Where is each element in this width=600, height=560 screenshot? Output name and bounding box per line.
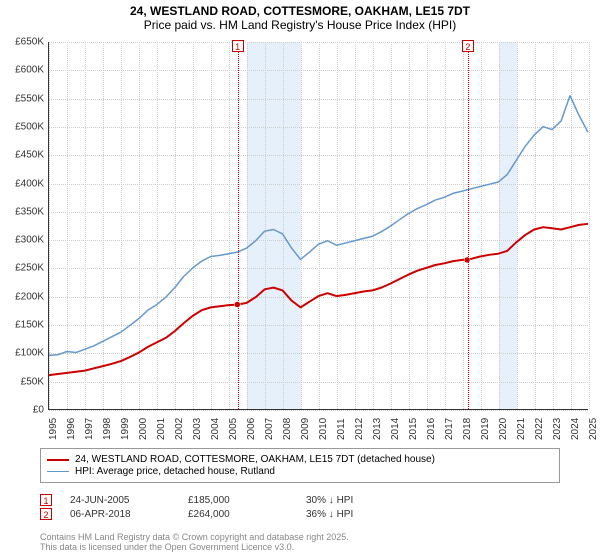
x-tick-label: 2010 xyxy=(318,418,329,440)
sale-row: 2 06-APR-2018 £264,000 36% ↓ HPI xyxy=(40,508,426,520)
y-axis: £0£50K£100K£150K£200K£250K£300K£350K£400… xyxy=(0,42,46,410)
x-tick-label: 2024 xyxy=(570,418,581,440)
sale-diff: 36% ↓ HPI xyxy=(306,509,426,520)
y-tick-label: £350K xyxy=(15,206,44,217)
x-tick-label: 2016 xyxy=(426,418,437,440)
x-axis: 1995 1996 1997 1998 1999 2000 2001 2002 2003 2004… xyxy=(48,412,588,444)
series-hpi xyxy=(49,96,588,356)
plot-area: 12 xyxy=(48,42,588,410)
y-tick-label: £50K xyxy=(21,376,44,387)
sale-date: 24-JUN-2005 xyxy=(70,495,170,506)
x-tick-label: 2003 xyxy=(192,418,203,440)
sale-diff: 30% ↓ HPI xyxy=(306,495,426,506)
x-tick-label: 2001 xyxy=(156,418,167,440)
sales-table: 1 24-JUN-2005 £185,000 30% ↓ HPI 2 06-APR-201… xyxy=(40,492,426,522)
x-tick-label: 2007 xyxy=(264,418,275,440)
y-tick-label: £500K xyxy=(15,121,44,132)
footer-line2: This data is licensed under the Open Gov… xyxy=(40,542,349,552)
y-tick-label: £450K xyxy=(15,150,44,161)
y-tick-label: £550K xyxy=(15,93,44,104)
x-tick-label: 2022 xyxy=(534,418,545,440)
gridline-h xyxy=(49,410,588,411)
x-tick-label: 1996 xyxy=(66,418,77,440)
x-tick-label: 2005 xyxy=(228,418,239,440)
event-line xyxy=(468,42,469,409)
x-tick-label: 2020 xyxy=(498,418,509,440)
legend-label: 24, WESTLAND ROAD, COTTESMORE, OAKHAM, L… xyxy=(75,454,435,465)
x-tick-label: 2000 xyxy=(138,418,149,440)
x-tick-label: 1997 xyxy=(84,418,95,440)
legend-label: HPI: Average price, detached house, Rutl… xyxy=(75,466,275,477)
y-tick-label: £200K xyxy=(15,291,44,302)
y-tick-label: £650K xyxy=(15,37,44,48)
footer-line1: Contains HM Land Registry data © Crown c… xyxy=(40,532,349,542)
x-tick-label: 2019 xyxy=(480,418,491,440)
y-tick-label: £0 xyxy=(33,405,44,416)
event-line xyxy=(238,42,239,409)
y-tick-label: £300K xyxy=(15,235,44,246)
y-tick-label: £150K xyxy=(15,320,44,331)
series-property_price xyxy=(49,224,588,375)
x-tick-label: 1999 xyxy=(120,418,131,440)
x-tick-label: 2002 xyxy=(174,418,185,440)
sale-price: £185,000 xyxy=(188,495,288,506)
sale-price: £264,000 xyxy=(188,509,288,520)
chart-subtitle: Price paid vs. HM Land Registry's House … xyxy=(0,18,600,38)
x-tick-label: 2017 xyxy=(444,418,455,440)
x-tick-label: 2025 xyxy=(588,418,599,440)
x-tick-label: 2018 xyxy=(462,418,473,440)
sale-marker: 1 xyxy=(40,494,52,506)
x-tick-label: 2012 xyxy=(354,418,365,440)
x-tick-label: 2006 xyxy=(246,418,257,440)
x-tick-label: 2013 xyxy=(372,418,383,440)
footer-text: Contains HM Land Registry data © Crown c… xyxy=(40,532,349,553)
series-svg xyxy=(49,42,588,409)
sale-marker: 2 xyxy=(40,508,52,520)
sale-row: 1 24-JUN-2005 £185,000 30% ↓ HPI xyxy=(40,494,426,506)
x-tick-label: 1995 xyxy=(48,418,59,440)
y-tick-label: £600K xyxy=(15,65,44,76)
y-tick-label: £250K xyxy=(15,263,44,274)
x-tick-label: 2009 xyxy=(300,418,311,440)
x-tick-label: 2023 xyxy=(552,418,563,440)
x-tick-label: 2014 xyxy=(390,418,401,440)
gridline-v xyxy=(589,42,590,409)
sale-date: 06-APR-2018 xyxy=(70,509,170,520)
y-tick-label: £100K xyxy=(15,348,44,359)
chart-title: 24, WESTLAND ROAD, COTTESMORE, OAKHAM, L… xyxy=(0,0,600,18)
legend-swatch xyxy=(47,471,69,472)
x-tick-label: 2011 xyxy=(336,418,347,440)
event-marker: 2 xyxy=(462,40,474,52)
event-marker: 1 xyxy=(232,40,244,52)
x-tick-label: 2004 xyxy=(210,418,221,440)
x-tick-label: 2008 xyxy=(282,418,293,440)
legend-swatch xyxy=(47,459,69,461)
x-tick-label: 2015 xyxy=(408,418,419,440)
legend-item: HPI: Average price, detached house, Rutl… xyxy=(47,466,553,477)
x-tick-label: 1998 xyxy=(102,418,113,440)
x-tick-label: 2021 xyxy=(516,418,527,440)
legend-item: 24, WESTLAND ROAD, COTTESMORE, OAKHAM, L… xyxy=(47,454,553,465)
legend-box: 24, WESTLAND ROAD, COTTESMORE, OAKHAM, L… xyxy=(40,448,560,483)
y-tick-label: £400K xyxy=(15,178,44,189)
